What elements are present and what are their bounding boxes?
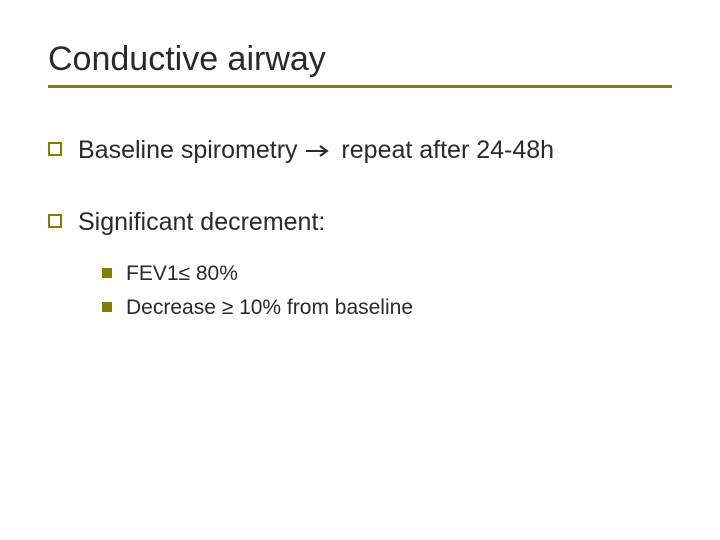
bullet-solid-square-icon <box>102 302 112 312</box>
slide-title: Conductive airway <box>48 40 672 79</box>
sub-bullet-text: Decrease ≥ 10% from baseline <box>126 294 413 322</box>
bullet-text: Baseline spirometry repeat after 24-48h <box>78 134 554 168</box>
arrow-right-icon <box>306 145 330 157</box>
sub-bullet-group: FEV1≤ 80% Decrease ≥ 10% from baseline <box>48 260 672 323</box>
title-underline <box>48 85 672 88</box>
bullet-solid-square-icon <box>102 268 112 278</box>
sub-bullet-item: FEV1≤ 80% <box>102 260 672 288</box>
slide: Conductive airway Baseline spirometry re… <box>0 0 720 540</box>
sub-bullet-item: Decrease ≥ 10% from baseline <box>102 294 672 322</box>
bullet-text-before: Baseline spirometry <box>78 136 304 164</box>
bullet-text: Significant decrement: <box>78 206 325 240</box>
bullet-hollow-square-icon <box>48 142 62 156</box>
sub-bullet-text: FEV1≤ 80% <box>126 260 238 288</box>
bullet-item: Baseline spirometry repeat after 24-48h <box>48 134 672 168</box>
bullet-text-after: repeat after 24-48h <box>334 136 554 164</box>
bullet-hollow-square-icon <box>48 214 62 228</box>
bullet-item: Significant decrement: <box>48 206 672 240</box>
